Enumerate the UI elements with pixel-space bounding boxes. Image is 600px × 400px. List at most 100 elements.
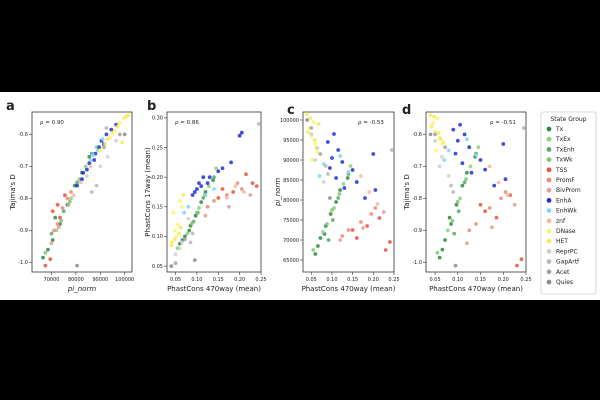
x-tick-label: 0.25 (520, 277, 531, 283)
legend-label-acet: Acet (556, 269, 570, 276)
legend-swatch-tss (546, 167, 552, 173)
point-acet (117, 132, 122, 137)
x-tick-label: 0.05 (170, 277, 181, 283)
x-tick-label: 0.25 (255, 277, 266, 283)
point-tss (383, 248, 388, 252)
x-tick-label: 0.05 (430, 277, 441, 283)
legend-swatch-tx (546, 126, 552, 132)
point-enha (350, 168, 355, 172)
point-tss (250, 181, 255, 185)
point-het (305, 112, 309, 116)
point-het (308, 116, 313, 120)
legend-swatch-dnase (546, 228, 552, 234)
point-het (170, 240, 175, 245)
point-quies (75, 263, 79, 268)
point-tss (519, 257, 524, 262)
point-tss (494, 215, 499, 220)
point-het (306, 130, 310, 134)
point-enha (328, 166, 332, 170)
x-axis-label: PhastCons 470way (mean) (167, 285, 261, 293)
point-bivprom (203, 213, 208, 218)
x-axis-label: PhastCons 470way (mean) (429, 285, 523, 293)
point-txwk (311, 248, 316, 252)
point-tss (483, 209, 487, 214)
point-txex (468, 164, 473, 169)
point-gapartf (190, 231, 195, 236)
point-acet (173, 261, 178, 265)
point-gapartf (89, 190, 94, 194)
point-tss (216, 196, 221, 200)
point-tx (437, 255, 442, 260)
y-tick-label: 0.15 (152, 205, 163, 211)
point-enha (501, 142, 506, 146)
point-enha (229, 160, 234, 165)
point-tx (53, 215, 58, 220)
y-tick-label: -0.6 (412, 132, 422, 138)
point-znf (375, 202, 380, 206)
point-enha (334, 176, 338, 180)
point-enha (469, 170, 474, 175)
plot-frame (425, 111, 527, 273)
point-promf (239, 187, 244, 191)
point-promf (369, 212, 374, 216)
point-enha (325, 140, 330, 144)
point-acet (183, 237, 187, 242)
point-enhwk (317, 174, 322, 178)
legend-label-txenh: TxEnh (555, 146, 575, 153)
legend-swatch-acet (546, 269, 552, 275)
point-tx (338, 188, 343, 192)
point-txex (458, 196, 462, 201)
point-tss (354, 236, 359, 240)
point-het (181, 193, 186, 197)
x-tick-label: 0.05 (306, 277, 317, 283)
point-tss (231, 190, 236, 194)
rho-annotation: ρ = 0.90 (40, 120, 64, 126)
point-tss (50, 209, 55, 214)
point-txenh (462, 180, 467, 185)
y-tick-label: 85000 (283, 178, 299, 184)
point-dnase (98, 148, 103, 153)
point-tss (43, 263, 48, 268)
point-znf (367, 190, 372, 194)
point-gapartf (257, 122, 261, 126)
point-enhwk (100, 137, 105, 142)
y-tick-label: 95000 (283, 138, 299, 144)
point-tx (328, 212, 333, 216)
point-tx (313, 252, 318, 256)
y-tick-label: -0.8 (412, 196, 422, 202)
point-txex (321, 230, 325, 234)
point-txwk (67, 199, 72, 204)
point-reprpc (440, 154, 444, 159)
y-axis-label: Tajima's D (9, 174, 17, 211)
point-tss (244, 172, 248, 177)
point-gapartf (521, 126, 526, 130)
point-promf (359, 220, 363, 224)
x-tick-label: 0.25 (388, 277, 399, 283)
y-tick-label: -1.0 (18, 260, 28, 266)
point-het (169, 243, 174, 248)
legend-swatch-promf (546, 177, 552, 183)
x-tick-label: 0.20 (368, 277, 379, 283)
point-tx (211, 178, 216, 182)
rho-annotation: ρ = -0.53 (358, 120, 384, 126)
point-tss (350, 228, 355, 232)
point-bivprom (361, 226, 365, 230)
point-enha (371, 152, 376, 156)
legend-swatch-het (546, 238, 552, 244)
point-dnase (311, 120, 316, 124)
point-txwk (455, 199, 460, 204)
point-enha (453, 151, 458, 156)
point-reprpc (313, 158, 318, 162)
y-axis-label: pi_norm (274, 178, 282, 207)
point-enhwk (465, 137, 469, 142)
point-het (177, 231, 181, 236)
point-enha (199, 184, 204, 188)
point-tss (63, 193, 67, 198)
point-txenh (326, 238, 331, 242)
point-enha (451, 127, 456, 132)
point-bivprom (49, 241, 54, 246)
point-het (120, 140, 125, 145)
legend-frame (540, 111, 597, 295)
point-tx (183, 234, 187, 239)
legend-swatch-reprpc (546, 249, 552, 254)
